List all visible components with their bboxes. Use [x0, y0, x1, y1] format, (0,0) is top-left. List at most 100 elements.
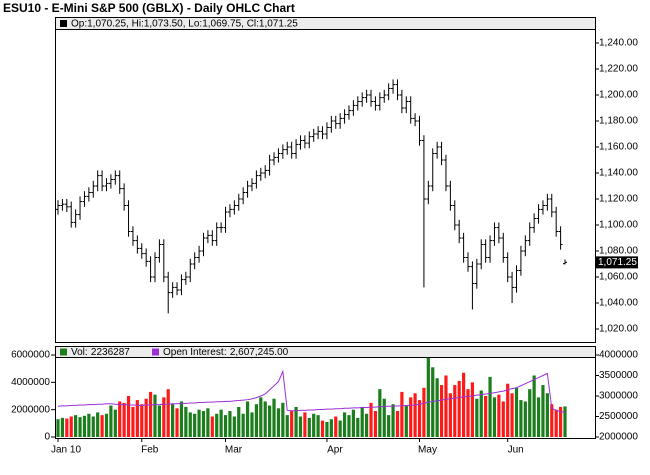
legend-swatch	[60, 348, 67, 356]
volume-bar	[171, 404, 175, 437]
legend-value: 2,607,245.00	[230, 347, 289, 358]
volume-bar	[56, 419, 60, 437]
volume-bar	[510, 393, 514, 437]
volume-bar	[307, 417, 311, 437]
volume-bar	[519, 400, 523, 437]
volume-bar	[387, 415, 391, 437]
volume-bar	[356, 417, 360, 437]
y2-tick-label: 3500000	[599, 370, 638, 381]
volume-bar	[444, 375, 448, 437]
legend-swatch	[152, 348, 159, 356]
y-tick-label: 2000000	[11, 404, 50, 415]
volume-bar	[448, 393, 452, 437]
volume-bar	[259, 397, 263, 437]
volume-bar	[245, 401, 250, 437]
volume-bar	[241, 413, 245, 437]
y-tick-label: 1,080.00	[599, 246, 638, 257]
volume-bar	[232, 416, 236, 437]
volume-bar	[131, 406, 135, 437]
y-tick-label: 1,020.00	[599, 324, 638, 335]
price-legend-text: Op:1,070.25, Hi:1,073.50, Lo:1,069.75, C…	[71, 19, 298, 30]
volume-bar	[184, 406, 188, 437]
volume-bar	[254, 404, 258, 437]
volume-bar	[501, 401, 505, 437]
volume-bar	[263, 401, 267, 437]
volume-bar	[558, 406, 563, 437]
volume-bar	[457, 380, 461, 437]
volume-bar	[157, 405, 161, 437]
y-tick-label: 1,040.00	[599, 298, 638, 309]
volume-bar	[475, 398, 479, 437]
volume-bar	[532, 375, 536, 437]
price-panel	[55, 17, 596, 343]
volume-bar	[104, 413, 109, 437]
volume-bar	[201, 411, 206, 437]
legend-value: 2236287	[91, 347, 130, 358]
volume-bar	[109, 405, 113, 437]
volume-bar	[536, 397, 541, 437]
y-tick-label: 1,240.00	[599, 38, 638, 49]
x-tick-label: Mar	[225, 445, 243, 456]
volume-panel	[55, 346, 596, 439]
last-price-tag	[596, 256, 638, 269]
volume-bar	[404, 405, 408, 437]
volume-bar	[193, 413, 197, 437]
x-tick-label: Feb	[141, 445, 159, 456]
volume-bar	[312, 413, 316, 437]
volume-bar	[179, 401, 184, 437]
volume-bar	[484, 396, 488, 437]
y2-tick-label: 2000000	[599, 432, 638, 443]
chart-title: ESU10 - E-Mini S&P 500 (GBLX) - Daily OH…	[3, 1, 295, 15]
y-tick-label: 1,200.00	[599, 90, 638, 101]
volume-bar	[492, 397, 497, 437]
volume-bar	[550, 404, 554, 437]
volume-bar	[223, 415, 228, 437]
y2-tick-label: 4000000	[599, 350, 638, 361]
volume-bar	[497, 394, 501, 437]
volume-bar	[439, 385, 444, 437]
volume-bar	[250, 412, 254, 437]
y-tick-label: 0	[44, 432, 50, 443]
volume-bar	[135, 400, 139, 437]
volume-bar	[126, 396, 131, 437]
volume-bar	[82, 415, 87, 437]
volume-bar	[219, 409, 223, 437]
y-tick-label: 1,140.00	[599, 168, 638, 179]
volume-bar	[118, 401, 122, 437]
volume-bar	[69, 416, 73, 437]
volume-bar	[320, 420, 325, 437]
legend-separator: :	[224, 347, 227, 358]
volume-bar	[215, 413, 219, 437]
volume-bar	[541, 385, 545, 437]
volume-bar	[395, 411, 400, 437]
volume-bar	[470, 382, 475, 437]
y-tick-label: 1,120.00	[599, 194, 638, 205]
volume-bar	[453, 385, 457, 437]
y-tick-label: 1,220.00	[599, 64, 638, 75]
volume-bar	[148, 391, 153, 437]
open-interest-line	[57, 369, 566, 413]
volume-bar	[162, 397, 166, 437]
volume-bar	[554, 409, 558, 437]
volume-bar	[563, 406, 567, 437]
volume-bar	[268, 405, 272, 437]
volume-bar	[74, 415, 78, 437]
volume-bar	[316, 415, 320, 437]
volume-bar	[466, 389, 470, 437]
volume-bar	[360, 406, 364, 437]
volume-bar	[290, 411, 294, 437]
volume-bar	[462, 372, 466, 437]
volume-bar	[122, 402, 126, 437]
volume-bar	[431, 367, 435, 437]
volume-bar	[285, 415, 289, 437]
legend-label: Vol	[71, 347, 85, 358]
volume-bar	[140, 404, 144, 437]
volume-bar	[329, 419, 333, 437]
volume-bar	[188, 412, 192, 437]
volume-bar	[545, 393, 549, 437]
volume-bar	[373, 411, 378, 437]
volume-bar	[272, 398, 276, 437]
volume-bar	[479, 390, 483, 437]
volume-bar	[153, 394, 157, 437]
